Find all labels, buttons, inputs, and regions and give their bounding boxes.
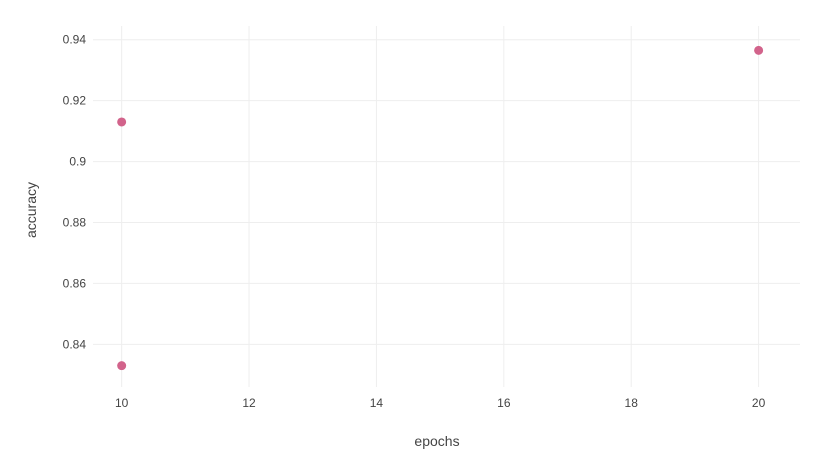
x-tick-label: 12 (242, 396, 256, 410)
data-points (117, 45, 764, 371)
data-point[interactable] (117, 117, 127, 127)
x-tick-labels: 10 12 14 16 18 20 (115, 396, 766, 410)
y-tick-label: 0.84 (63, 337, 87, 351)
data-point[interactable] (754, 45, 764, 55)
x-axis-title: epochs (414, 433, 459, 449)
x-tick-label: 20 (752, 396, 766, 410)
y-tick-label: 0.94 (63, 33, 87, 47)
y-tick-label: 0.9 (69, 155, 86, 169)
x-tick-label: 16 (497, 396, 511, 410)
data-point[interactable] (117, 361, 127, 371)
y-tick-labels: 0.84 0.86 0.88 0.9 0.92 0.94 (63, 33, 87, 352)
y-tick-label: 0.92 (63, 94, 87, 108)
x-tick-label: 18 (625, 396, 639, 410)
y-axis-title: accuracy (23, 182, 39, 238)
x-tick-label: 10 (115, 396, 129, 410)
x-gridlines (121, 26, 760, 387)
y-tick-label: 0.86 (63, 276, 87, 290)
y-tick-label: 0.88 (63, 215, 87, 229)
y-gridlines (93, 39, 800, 345)
x-tick-label: 14 (370, 396, 384, 410)
